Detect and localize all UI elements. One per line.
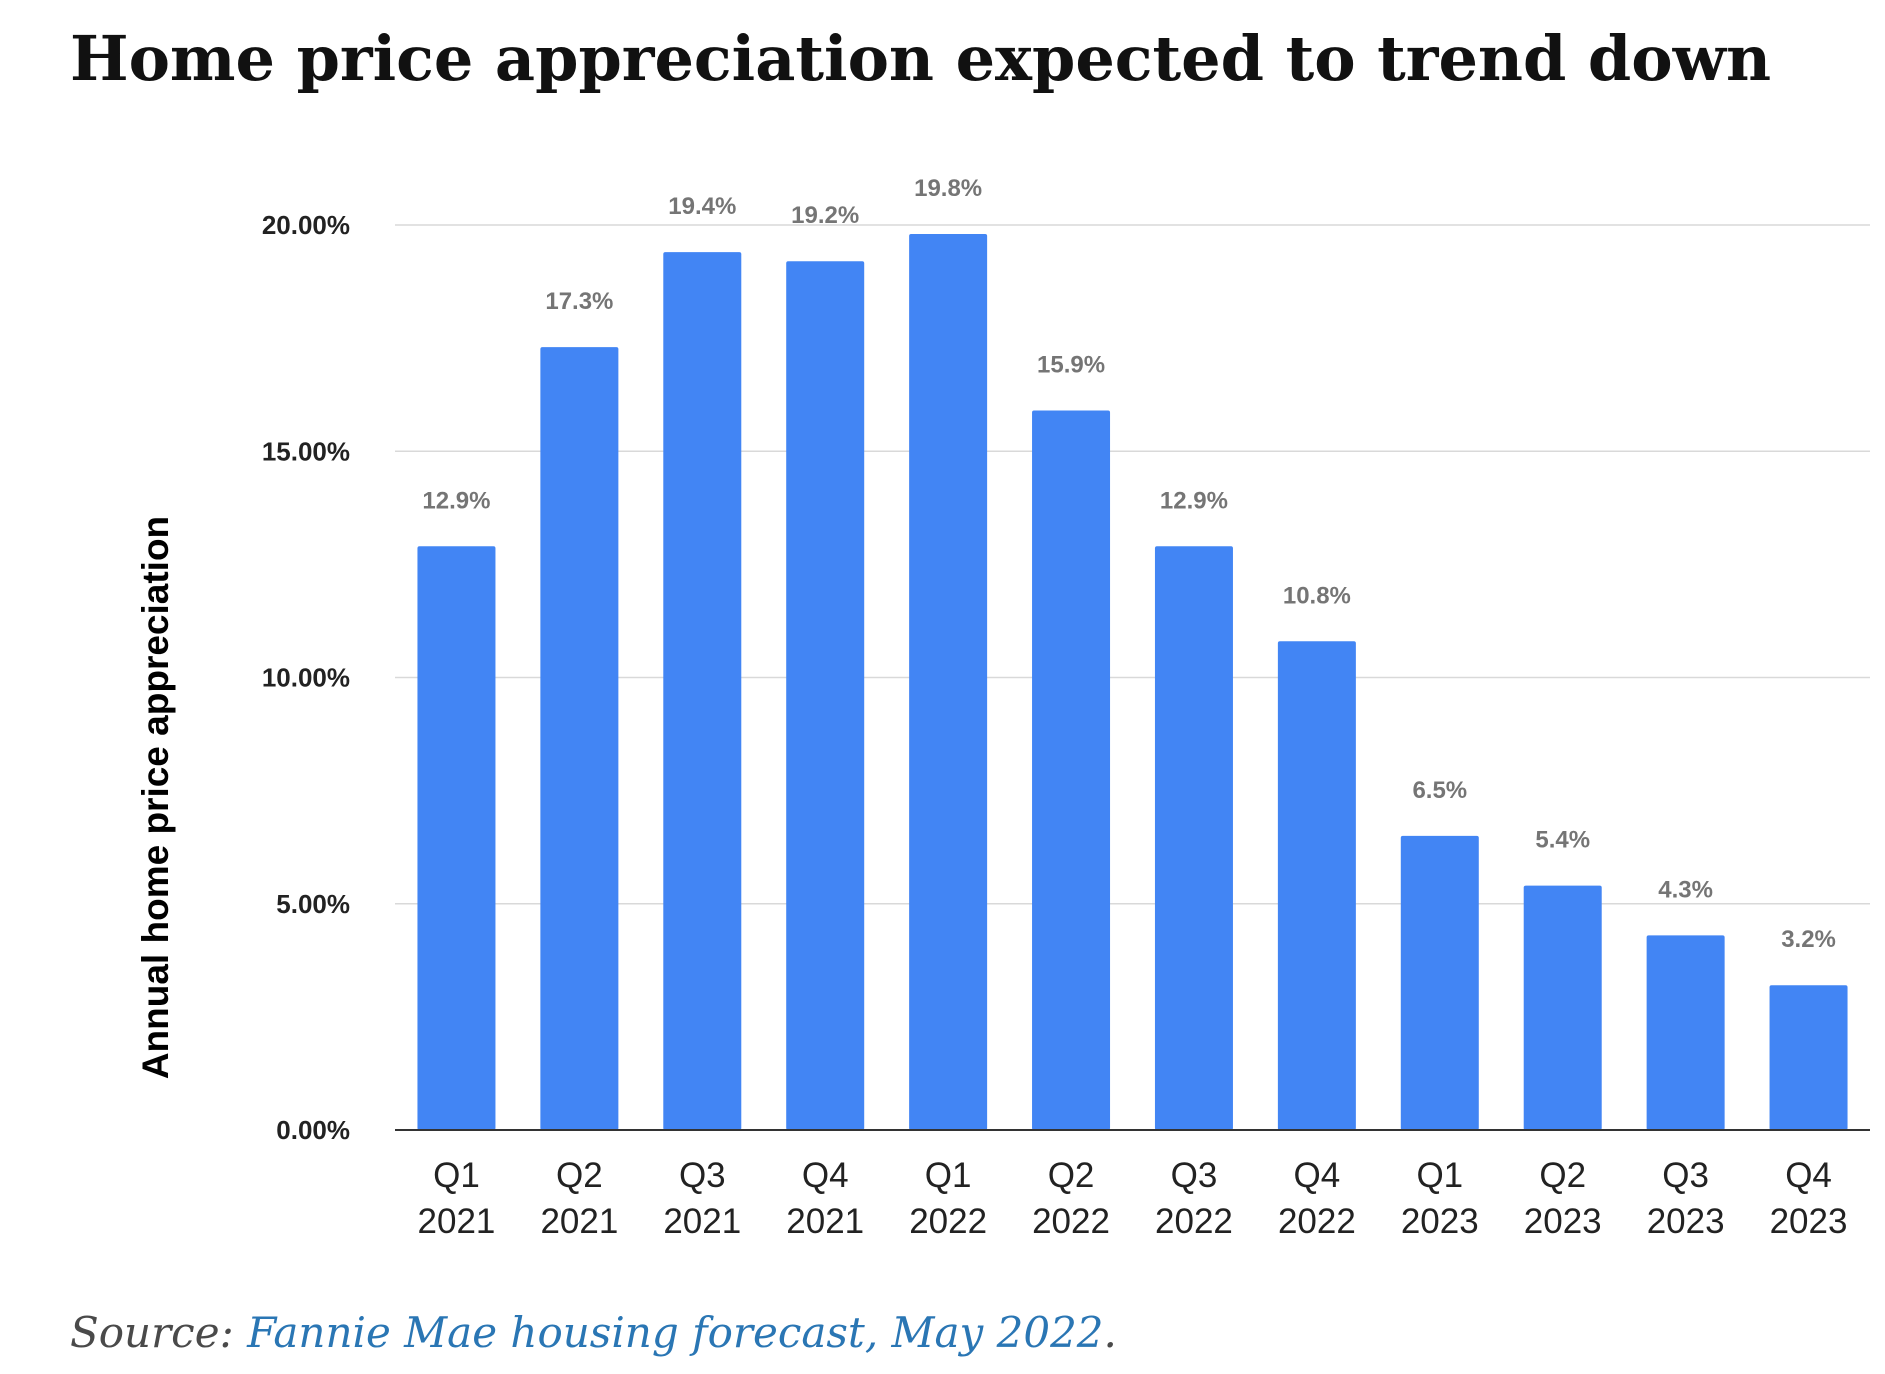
bar: [1277, 641, 1356, 1130]
y-tick-label: 10.00%: [262, 663, 350, 693]
source-suffix: .: [1103, 1308, 1117, 1357]
y-axis-title: Annual home price appreciation: [135, 516, 176, 1079]
source-line: Source: Fannie Mae housing forecast, May…: [70, 1308, 1117, 1357]
data-label: 19.4%: [668, 193, 736, 220]
bar: [1032, 410, 1111, 1130]
x-tick-label-quarter: Q3: [1662, 1156, 1709, 1195]
data-label: 5.4%: [1535, 827, 1590, 854]
x-tick-label-quarter: Q3: [1171, 1156, 1218, 1195]
x-tick-label-year: 2022: [909, 1202, 987, 1241]
data-label: 19.2%: [791, 202, 859, 229]
source-link[interactable]: Fannie Mae housing forecast, May 2022: [247, 1308, 1104, 1357]
data-label: 17.3%: [545, 288, 613, 315]
x-tick-label-year: 2021: [540, 1202, 618, 1241]
y-tick-label: 0.00%: [276, 1115, 350, 1145]
x-tick-label-year: 2023: [1647, 1202, 1725, 1241]
bar: [1523, 885, 1602, 1130]
x-tick-label-year: 2021: [418, 1202, 496, 1241]
x-tick-label-quarter: Q4: [1785, 1156, 1832, 1195]
source-prefix: Source:: [70, 1308, 248, 1357]
x-tick-label-year: 2022: [1155, 1202, 1233, 1241]
x-tick-label-quarter: Q3: [679, 1156, 726, 1195]
x-tick-label-quarter: Q2: [1539, 1156, 1586, 1195]
x-tick-label-year: 2023: [1524, 1202, 1602, 1241]
x-tick-label-year: 2023: [1401, 1202, 1479, 1241]
y-tick-label: 15.00%: [262, 436, 350, 466]
x-tick-label-year: 2022: [1278, 1202, 1356, 1241]
y-tick-label: 5.00%: [276, 889, 350, 919]
x-tick-label-year: 2023: [1770, 1202, 1848, 1241]
bar: [540, 347, 619, 1130]
bar: [1400, 835, 1479, 1130]
bar: [1154, 546, 1233, 1130]
y-tick-label: 20.00%: [262, 210, 350, 240]
bar: [417, 546, 496, 1130]
data-label: 15.9%: [1037, 352, 1105, 379]
bar: [663, 252, 742, 1130]
bar: [786, 261, 865, 1130]
x-tick-label-quarter: Q1: [925, 1156, 972, 1195]
x-tick-label-quarter: Q1: [1416, 1156, 1463, 1195]
data-label: 12.9%: [422, 487, 490, 514]
x-tick-label-quarter: Q4: [1294, 1156, 1341, 1195]
x-tick-label-year: 2022: [1032, 1202, 1110, 1241]
data-label: 3.2%: [1781, 926, 1836, 953]
data-label: 6.5%: [1412, 777, 1467, 804]
bar: [909, 234, 988, 1131]
x-tick-label-quarter: Q4: [802, 1156, 849, 1195]
bar: [1646, 935, 1725, 1130]
x-tick-label-quarter: Q2: [556, 1156, 603, 1195]
data-label: 12.9%: [1160, 487, 1228, 514]
x-tick-label-quarter: Q1: [433, 1156, 480, 1195]
data-label: 19.8%: [914, 175, 982, 202]
data-label: 4.3%: [1658, 876, 1713, 903]
data-label: 10.8%: [1283, 582, 1351, 609]
page-title: Home price appreciation expected to tren…: [70, 22, 1772, 95]
x-tick-label-year: 2021: [663, 1202, 741, 1241]
x-tick-label-year: 2021: [786, 1202, 864, 1241]
bar: [1769, 985, 1848, 1130]
x-tick-label-quarter: Q2: [1048, 1156, 1095, 1195]
